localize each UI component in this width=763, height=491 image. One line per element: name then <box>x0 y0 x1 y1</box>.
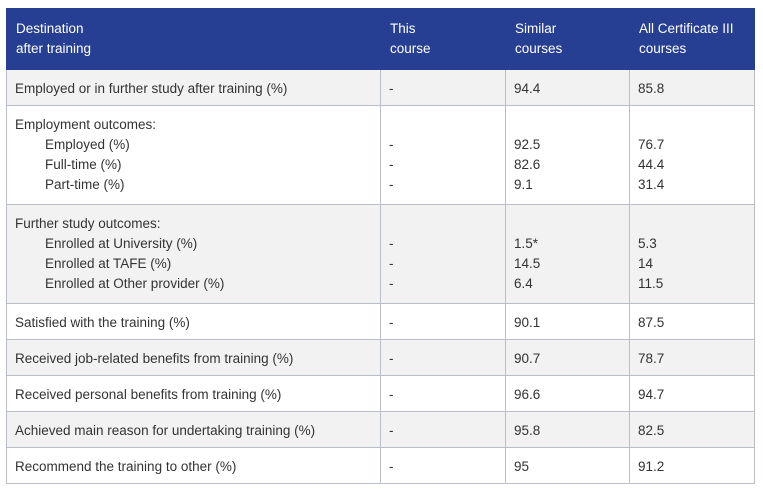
tafe-this: - <box>389 256 394 271</box>
part-time-label: Part-time (%) <box>45 177 125 192</box>
university-label: Enrolled at University (%) <box>45 236 198 251</box>
employment-heading: Employment outcomes: <box>15 117 157 132</box>
header-similar-courses: Similar courses <box>505 8 630 70</box>
this-course-value: - <box>380 69 506 106</box>
further-study-this-course: - - - <box>380 204 506 304</box>
header-this-course-line2: course <box>390 41 431 56</box>
header-this-course: This course <box>380 8 506 70</box>
part-time-all: 31.4 <box>638 177 665 192</box>
full-time-this: - <box>389 157 394 172</box>
university-similar: 1.5* <box>514 236 539 251</box>
row-label: Satisfied with the training (%) <box>6 303 381 340</box>
row-label: Employed or in further study after train… <box>6 69 381 106</box>
table-row-satisfied: Satisfied with the training (%) - 90.1 8… <box>6 303 755 340</box>
header-all-certificate: All Certificate III courses <box>629 8 755 70</box>
table-row-further-study-outcomes: Further study outcomes: Enrolled at Univ… <box>6 204 755 304</box>
header-all-line1: All Certificate III <box>639 21 734 36</box>
further-study-similar: 1.5* 14.5 6.4 <box>505 204 630 304</box>
full-time-similar: 82.6 <box>514 157 541 172</box>
table-row-personal-benefits: Received personal benefits from training… <box>6 375 755 412</box>
employed-similar: 92.5 <box>514 137 541 152</box>
similar-value: 95 <box>505 447 630 484</box>
row-label: Received personal benefits from training… <box>6 375 381 412</box>
table-row-recommend: Recommend the training to other (%) - 95… <box>6 447 755 484</box>
this-course-value: - <box>380 375 506 412</box>
tafe-label: Enrolled at TAFE (%) <box>45 256 172 271</box>
header-destination-line1: Destination <box>16 21 84 36</box>
employed-all: 76.7 <box>638 137 665 152</box>
similar-value: 90.1 <box>505 303 630 340</box>
all-cert-value: 82.5 <box>629 411 755 448</box>
this-course-value: - <box>380 303 506 340</box>
employed-this: - <box>389 137 394 152</box>
other-provider-all: 11.5 <box>638 276 664 291</box>
header-destination-line2: after training <box>16 41 92 56</box>
other-provider-label: Enrolled at Other provider (%) <box>45 276 225 291</box>
table-row-job-benefits: Received job-related benefits from train… <box>6 339 755 376</box>
employment-all-cert: 76.7 44.4 31.4 <box>629 105 755 205</box>
all-cert-value: 91.2 <box>629 447 755 484</box>
header-destination: Destination after training <box>6 8 381 70</box>
similar-value: 90.7 <box>505 339 630 376</box>
employment-similar: 92.5 82.6 9.1 <box>505 105 630 205</box>
university-all: 5.3 <box>638 236 657 251</box>
row-label: Achieved main reason for undertaking tra… <box>6 411 381 448</box>
similar-value: 94.4 <box>505 69 630 106</box>
table-row-employment-outcomes: Employment outcomes: Employed (%) Full-t… <box>6 105 755 205</box>
table-row-employed-or-study: Employed or in further study after train… <box>6 69 755 106</box>
full-time-label: Full-time (%) <box>45 157 122 172</box>
row-label: Recommend the training to other (%) <box>6 447 381 484</box>
full-time-all: 44.4 <box>638 157 665 172</box>
this-course-value: - <box>380 447 506 484</box>
similar-value: 96.6 <box>505 375 630 412</box>
further-study-labels: Further study outcomes: Enrolled at Univ… <box>6 204 381 304</box>
all-cert-value: 87.5 <box>629 303 755 340</box>
other-provider-similar: 6.4 <box>514 276 533 291</box>
row-label: Received job-related benefits from train… <box>6 339 381 376</box>
header-this-course-line1: This <box>390 21 416 36</box>
header-similar-line2: courses <box>515 41 563 56</box>
table-row-main-reason: Achieved main reason for undertaking tra… <box>6 411 755 448</box>
similar-value: 95.8 <box>505 411 630 448</box>
all-cert-value: 94.7 <box>629 375 755 412</box>
tafe-all: 14 <box>638 256 654 271</box>
employment-labels: Employment outcomes: Employed (%) Full-t… <box>6 105 381 205</box>
part-time-this: - <box>389 177 394 192</box>
header-row: Destination after training This course S… <box>6 8 755 70</box>
training-outcomes-table: Destination after training This course S… <box>6 8 755 484</box>
all-cert-value: 85.8 <box>629 69 755 106</box>
all-cert-value: 78.7 <box>629 339 755 376</box>
this-course-value: - <box>380 411 506 448</box>
employed-label: Employed (%) <box>45 137 130 152</box>
this-course-value: - <box>380 339 506 376</box>
further-study-all-cert: 5.3 14 11.5 <box>629 204 755 304</box>
other-provider-this: - <box>389 276 394 291</box>
university-this: - <box>389 236 394 251</box>
further-study-heading: Further study outcomes: <box>15 216 161 231</box>
tafe-similar: 14.5 <box>514 256 541 271</box>
header-all-line2: courses <box>639 41 687 56</box>
outcomes-table-container: Destination after training This course S… <box>6 8 755 484</box>
header-similar-line1: Similar <box>515 21 557 36</box>
employment-this-course: - - - <box>380 105 506 205</box>
part-time-similar: 9.1 <box>514 177 533 192</box>
